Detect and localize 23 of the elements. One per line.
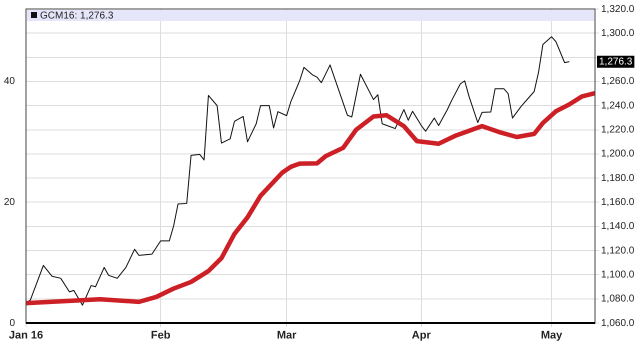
y2-tick-label: 1,180.0 <box>601 172 635 184</box>
y2-tick-label: 1,080.0 <box>601 294 635 305</box>
y2-tick-label: 1,120.0 <box>601 245 635 256</box>
y2-tick-label: 1,200.0 <box>601 148 635 160</box>
legend-label: GCM16: 1,276.3 <box>40 10 114 22</box>
y2-tick-label: 1,260.0 <box>601 76 635 88</box>
x-tick-label: Feb <box>150 330 171 342</box>
y2-tick-label: 1,240.0 <box>601 100 635 112</box>
x-tick-label: Jan 16 <box>8 330 44 342</box>
y2-tick-label: 1,100.0 <box>601 269 635 280</box>
y2-tick-label: 1,220.0 <box>601 124 635 136</box>
y-tick-label: 20 <box>4 196 16 208</box>
y2-tick-label: 1,320.0 <box>601 4 635 15</box>
x-tick-label: May <box>540 330 564 342</box>
x-tick-label: Apr <box>412 330 432 342</box>
y-tick-label: 40 <box>4 76 16 88</box>
y2-tick-label: 1,060.0 <box>601 318 635 329</box>
text: 1,276.3 <box>599 56 633 68</box>
y2-tick-label: 1,140.0 <box>601 221 635 232</box>
y2-tick-label: 1,160.0 <box>601 196 635 208</box>
x-tick-label: Mar <box>276 330 298 342</box>
y-tick-label: 0 <box>9 318 16 329</box>
y2-tick-label: 1,300.0 <box>601 28 635 39</box>
